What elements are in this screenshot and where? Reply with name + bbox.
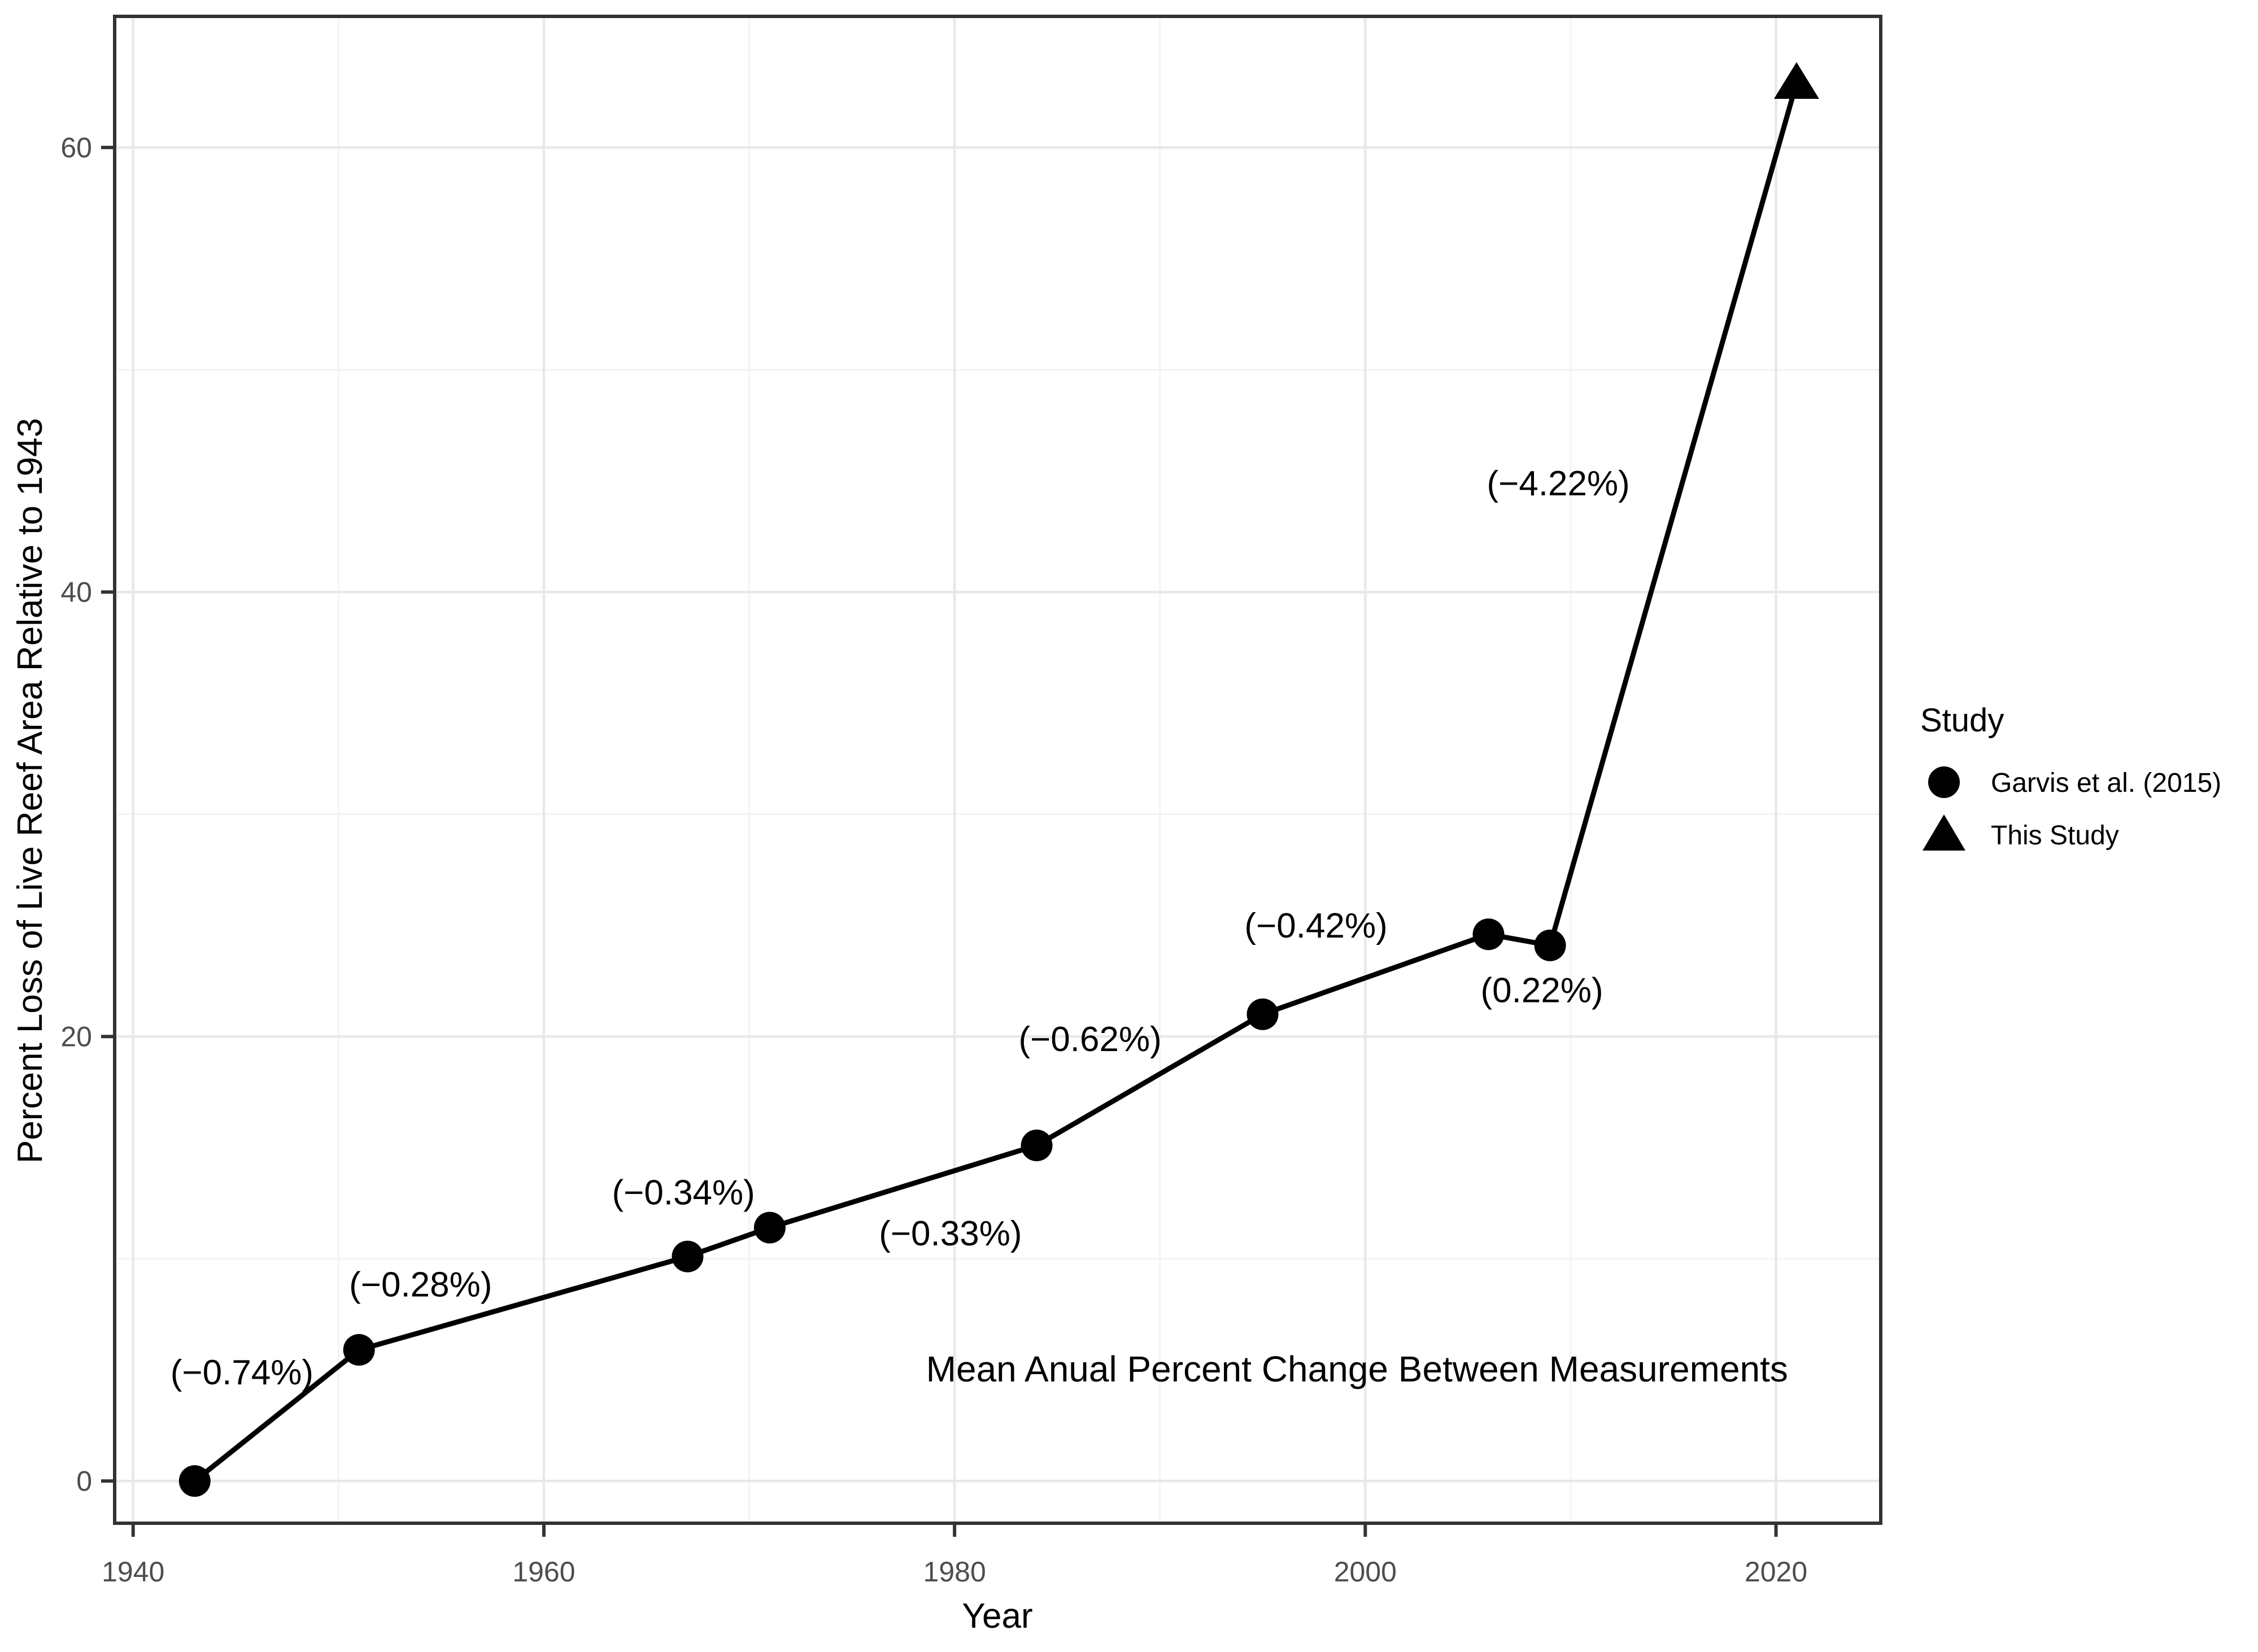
gridlines-major [115, 16, 1881, 1523]
legend-title: Study [1920, 702, 2004, 739]
caption-text: Mean Anual Percent Change Between Measur… [926, 1349, 1788, 1389]
axis-tick-labels: 1940 1960 1980 2000 2020 0 20 40 60 [60, 132, 1807, 1588]
annotation-label: (−0.42%) [1244, 906, 1387, 945]
data-point-circle [753, 1211, 786, 1244]
legend-triangle-marker-icon [1923, 814, 1965, 851]
legend-item-garvis: Garvis et al. (2015) [1928, 766, 2221, 798]
data-point-circle [343, 1334, 375, 1366]
legend: Study Garvis et al. (2015) This Study [1920, 702, 2221, 851]
annotation-label: (0.22%) [1481, 971, 1603, 1010]
x-axis-title: Year [962, 1597, 1032, 1636]
data-series-layer [178, 62, 1819, 1497]
y-tick-label: 40 [60, 577, 92, 608]
annotation-label: (−0.33%) [879, 1214, 1022, 1253]
panel-border [113, 15, 1882, 1525]
x-tick-label: 1960 [512, 1556, 575, 1588]
data-point-circle [1472, 918, 1505, 951]
annotation-label: (−0.62%) [1018, 1020, 1161, 1059]
legend-circle-marker-icon [1928, 766, 1960, 798]
x-tick-label: 1980 [923, 1556, 986, 1588]
annotation-label: (−0.74%) [171, 1353, 313, 1392]
legend-item-label: This Study [1991, 821, 2119, 851]
x-tick-label: 2000 [1334, 1556, 1397, 1588]
gridlines-minor [115, 16, 1881, 1523]
y-tick-label: 0 [76, 1466, 92, 1497]
data-point-circle [1246, 998, 1279, 1030]
data-point-circle [178, 1465, 211, 1497]
axis-tick-marks [101, 146, 1778, 1537]
annotation-label: (−0.34%) [612, 1173, 755, 1212]
x-tick-label: 1940 [102, 1556, 164, 1588]
annotation-label: (−0.28%) [349, 1266, 492, 1305]
legend-item-label: Garvis et al. (2015) [1991, 768, 2221, 798]
y-tick-label: 60 [60, 132, 92, 164]
data-point-triangle [1773, 62, 1819, 99]
annotation-layer: (−0.74%) (−0.28%) (−0.34%) (−0.33%) (−0.62%)… [171, 464, 1788, 1392]
data-point-circle [1534, 929, 1566, 961]
x-tick-label: 2020 [1745, 1556, 1807, 1588]
y-axis-title: Percent Loss of Live Reef Area Relative … [11, 418, 50, 1163]
y-tick-label: 20 [60, 1021, 92, 1053]
panel-border-layer [113, 15, 1882, 1525]
data-point-circle [672, 1240, 704, 1272]
data-point-circle [1021, 1130, 1053, 1162]
legend-item-this-study: This Study [1923, 814, 2119, 851]
annotation-label: (−4.22%) [1487, 464, 1629, 503]
